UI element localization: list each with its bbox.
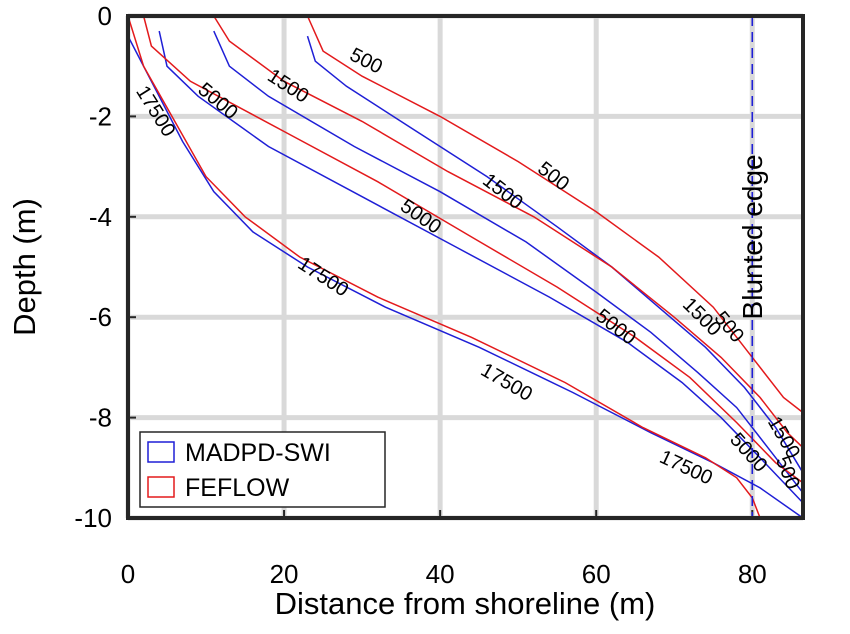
y-tick-label: -4 [89,202,112,232]
legend-swatch-madpd [147,441,175,463]
x-tick-label: 60 [582,559,611,589]
y-tick-label: 0 [98,1,112,31]
axis-ticks: 0 20 40 60 80 0 -2 -4 -6 -8 -10 [74,1,766,589]
x-axis-label: Distance from shoreline (m) [275,586,656,621]
y-tick-label: -10 [74,503,112,533]
legend-box [139,431,386,508]
y-axis-label: Depth (m) [7,198,42,336]
x-tick-label: 20 [270,559,299,589]
series-layer [127,15,804,519]
series-line-feflow-5000 [142,15,804,484]
legend: MADPD-SWI FEFLOW [139,431,386,508]
x-tick-label: 80 [738,559,767,589]
y-tick-label: -2 [89,101,112,131]
legend-label-feflow: FEFLOW [185,474,290,502]
series-line-feflow-1500 [213,15,804,449]
y-tick-label: -8 [89,403,112,433]
x-tick-label: 0 [121,559,135,589]
series-line-feflow-17500 [127,15,761,519]
x-tick-label: 40 [426,559,455,589]
series-line-madpd-swi-1500 [213,30,804,494]
y-tick-label: -6 [89,302,112,332]
plot-frame [126,14,805,520]
legend-swatch-feflow [147,476,175,498]
blunted-edge-label: Blunted edge [737,154,768,319]
series-line-madpd-swi-500 [306,35,804,474]
series-line-feflow-500 [306,15,804,414]
series-line-madpd-swi-5000 [158,30,804,504]
legend-label-madpd: MADPD-SWI [185,439,331,467]
